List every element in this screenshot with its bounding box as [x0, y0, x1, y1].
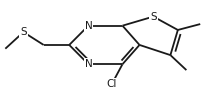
Text: N: N — [85, 21, 92, 31]
Text: S: S — [150, 12, 157, 22]
Text: S: S — [20, 27, 27, 37]
Text: N: N — [85, 59, 92, 69]
Text: Cl: Cl — [107, 79, 117, 89]
